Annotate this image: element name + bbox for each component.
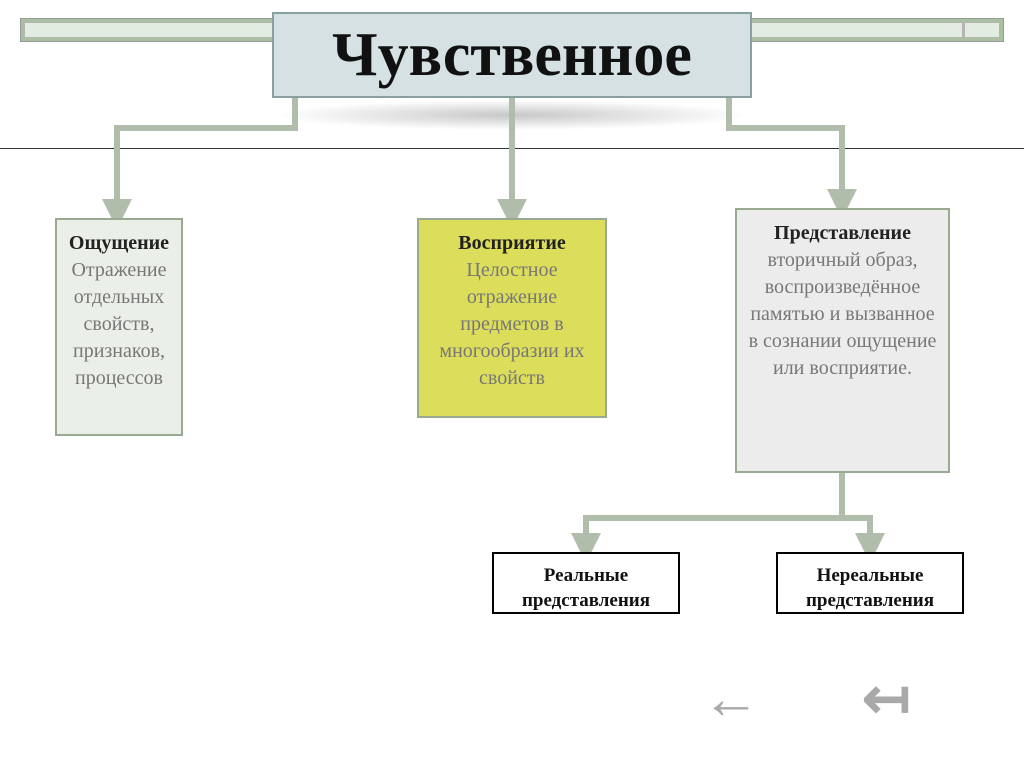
node-sensation-heading: Ощущение [65, 230, 173, 257]
header-bar-cap [964, 22, 1000, 38]
node-representation: Представление вторичный образ, воспроизв… [735, 208, 950, 473]
horizontal-divider [0, 148, 1024, 149]
node-unreal-representations: Нереальные представления [776, 552, 964, 614]
node-real-representations: Реальные представления [492, 552, 680, 614]
node-sensation: Ощущение Отражение отдельных свойств, пр… [55, 218, 183, 436]
node-perception-heading: Восприятие [427, 230, 597, 257]
nav-back-icon[interactable]: ← [702, 670, 760, 728]
node-representation-body: вторичный образ, воспроизведённое память… [745, 247, 940, 382]
node-perception: Восприятие Целостное отражение предметов… [417, 218, 607, 418]
nav-back-end-icon[interactable]: ↤ [862, 670, 911, 728]
title-shadow [272, 100, 752, 130]
node-sensation-body: Отражение отдельных свойств, признаков, … [65, 257, 173, 392]
diagram-canvas: Чувственное Ощущение Отражение отдельных… [0, 0, 1024, 767]
diagram-title: Чувственное [272, 12, 752, 98]
node-perception-body: Целостное отражение предметов в многообр… [427, 257, 597, 392]
node-representation-heading: Представление [745, 220, 940, 247]
